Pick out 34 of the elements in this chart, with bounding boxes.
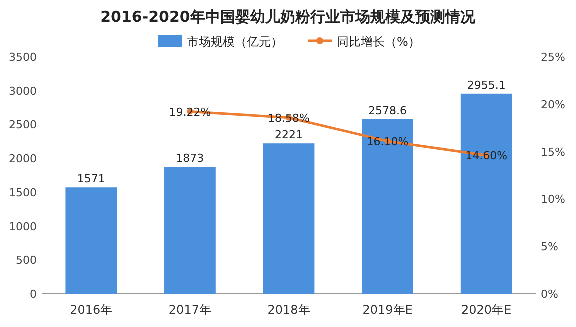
bar <box>164 167 216 294</box>
bar <box>263 144 315 294</box>
y-tick-label: 0 <box>30 288 37 301</box>
y-tick-label: 2500 <box>9 118 37 132</box>
y2-tick-label: 25% <box>541 51 566 64</box>
chart-title: 2016-2020年中国婴幼儿奶粉行业市场规模及预测情况 <box>100 8 476 26</box>
bar <box>362 119 414 294</box>
legend-label: 市场规模（亿元） <box>187 35 283 49</box>
legend-label: 同比增长（%） <box>337 35 420 49</box>
data-label: 1571 <box>77 172 106 186</box>
data-label: 1873 <box>176 152 204 166</box>
data-label: 2578.6 <box>368 104 408 118</box>
y2-tick-label: 15% <box>541 146 566 159</box>
bar <box>460 94 512 294</box>
y2-tick-label: 5% <box>541 240 558 254</box>
y2-tick-label: 10% <box>541 193 566 206</box>
x-tick-label: 2019年E <box>362 303 413 317</box>
x-tick-label: 2016年 <box>70 303 113 317</box>
y-tick-label: 1000 <box>9 220 37 234</box>
data-label: 2221 <box>275 128 303 142</box>
x-tick-label: 2017年 <box>168 303 212 317</box>
y2-tick-label: 20% <box>541 98 566 112</box>
y-tick-label: 3000 <box>9 84 37 98</box>
data-label: 14.60% <box>466 150 508 163</box>
y-tick-label: 1500 <box>9 186 37 200</box>
data-label: 2955.1 <box>467 78 506 92</box>
bar <box>66 188 118 294</box>
y2-tick-label: 0% <box>541 288 558 301</box>
y-tick-label: 500 <box>16 254 37 268</box>
x-tick-label: 2018年 <box>268 303 310 317</box>
y-tick-label: 3500 <box>9 51 37 64</box>
x-tick-label: 2020年E <box>462 303 512 317</box>
y-tick-label: 2000 <box>9 152 37 166</box>
data-label: 19.22% <box>169 106 212 119</box>
